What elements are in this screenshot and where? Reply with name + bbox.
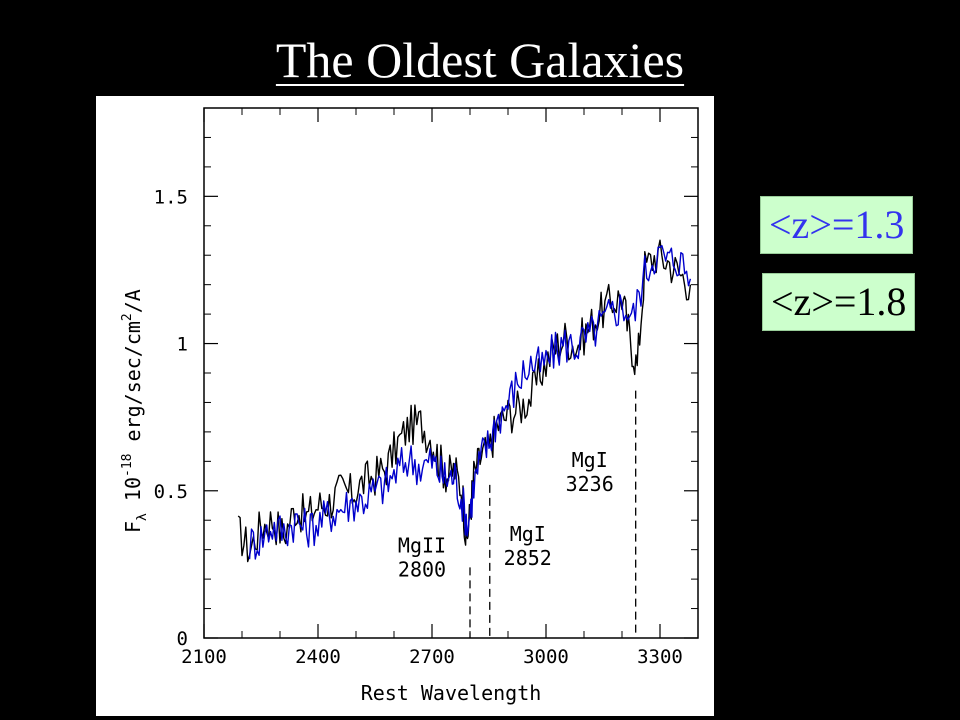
x-tick-label: 2100	[181, 646, 227, 668]
x-axis-label: Rest Wavelength	[361, 681, 542, 705]
legend-z13: <z>=1.3	[760, 196, 914, 254]
x-tick-label: 3300	[637, 646, 683, 668]
y-label-unit-exp: 2	[120, 313, 135, 321]
chart-svg: 2100 2400 2700 3000 330000.511.5MgII2800MgI2…	[120, 107, 699, 705]
feature-label: MgII	[398, 534, 446, 558]
x-tick-label: 3000	[523, 646, 569, 668]
spectrum-chart: 2100 2400 2700 3000 3300 0 0.5 1 1.5 MgII 2800 MgI 2…	[96, 96, 714, 716]
y-label-unit-tail: /A	[121, 289, 145, 313]
feature-label: MgI	[572, 448, 608, 472]
y-label-sub: λ	[135, 513, 150, 521]
y-tick-label: 0	[177, 628, 188, 650]
legend-z18: <z>=1.8	[762, 273, 916, 331]
feature-label: MgI	[510, 522, 546, 546]
x-tick-label: 2400	[295, 646, 341, 668]
y-tick-label: 1	[177, 334, 188, 356]
slide-title: The Oldest Galaxies	[275, 32, 685, 88]
plot-frame	[203, 107, 699, 639]
y-axis-label: Fλ 10-18 erg/sec/cm2/A	[120, 289, 150, 533]
y-tick-label: 1.5	[154, 186, 188, 208]
feature-label: 2852	[504, 546, 552, 570]
y-label-exp: -18	[120, 454, 135, 477]
y-tick-label: 0.5	[154, 481, 188, 503]
y-label-coef: 10	[121, 477, 145, 513]
x-tick-label: 2700	[409, 646, 455, 668]
series-z13-line	[248, 244, 692, 560]
y-label-unit: erg/sec/cm	[121, 321, 145, 453]
y-label-flux: F	[121, 521, 145, 533]
feature-label: 3236	[566, 472, 614, 496]
feature-label: 2800	[398, 558, 446, 582]
